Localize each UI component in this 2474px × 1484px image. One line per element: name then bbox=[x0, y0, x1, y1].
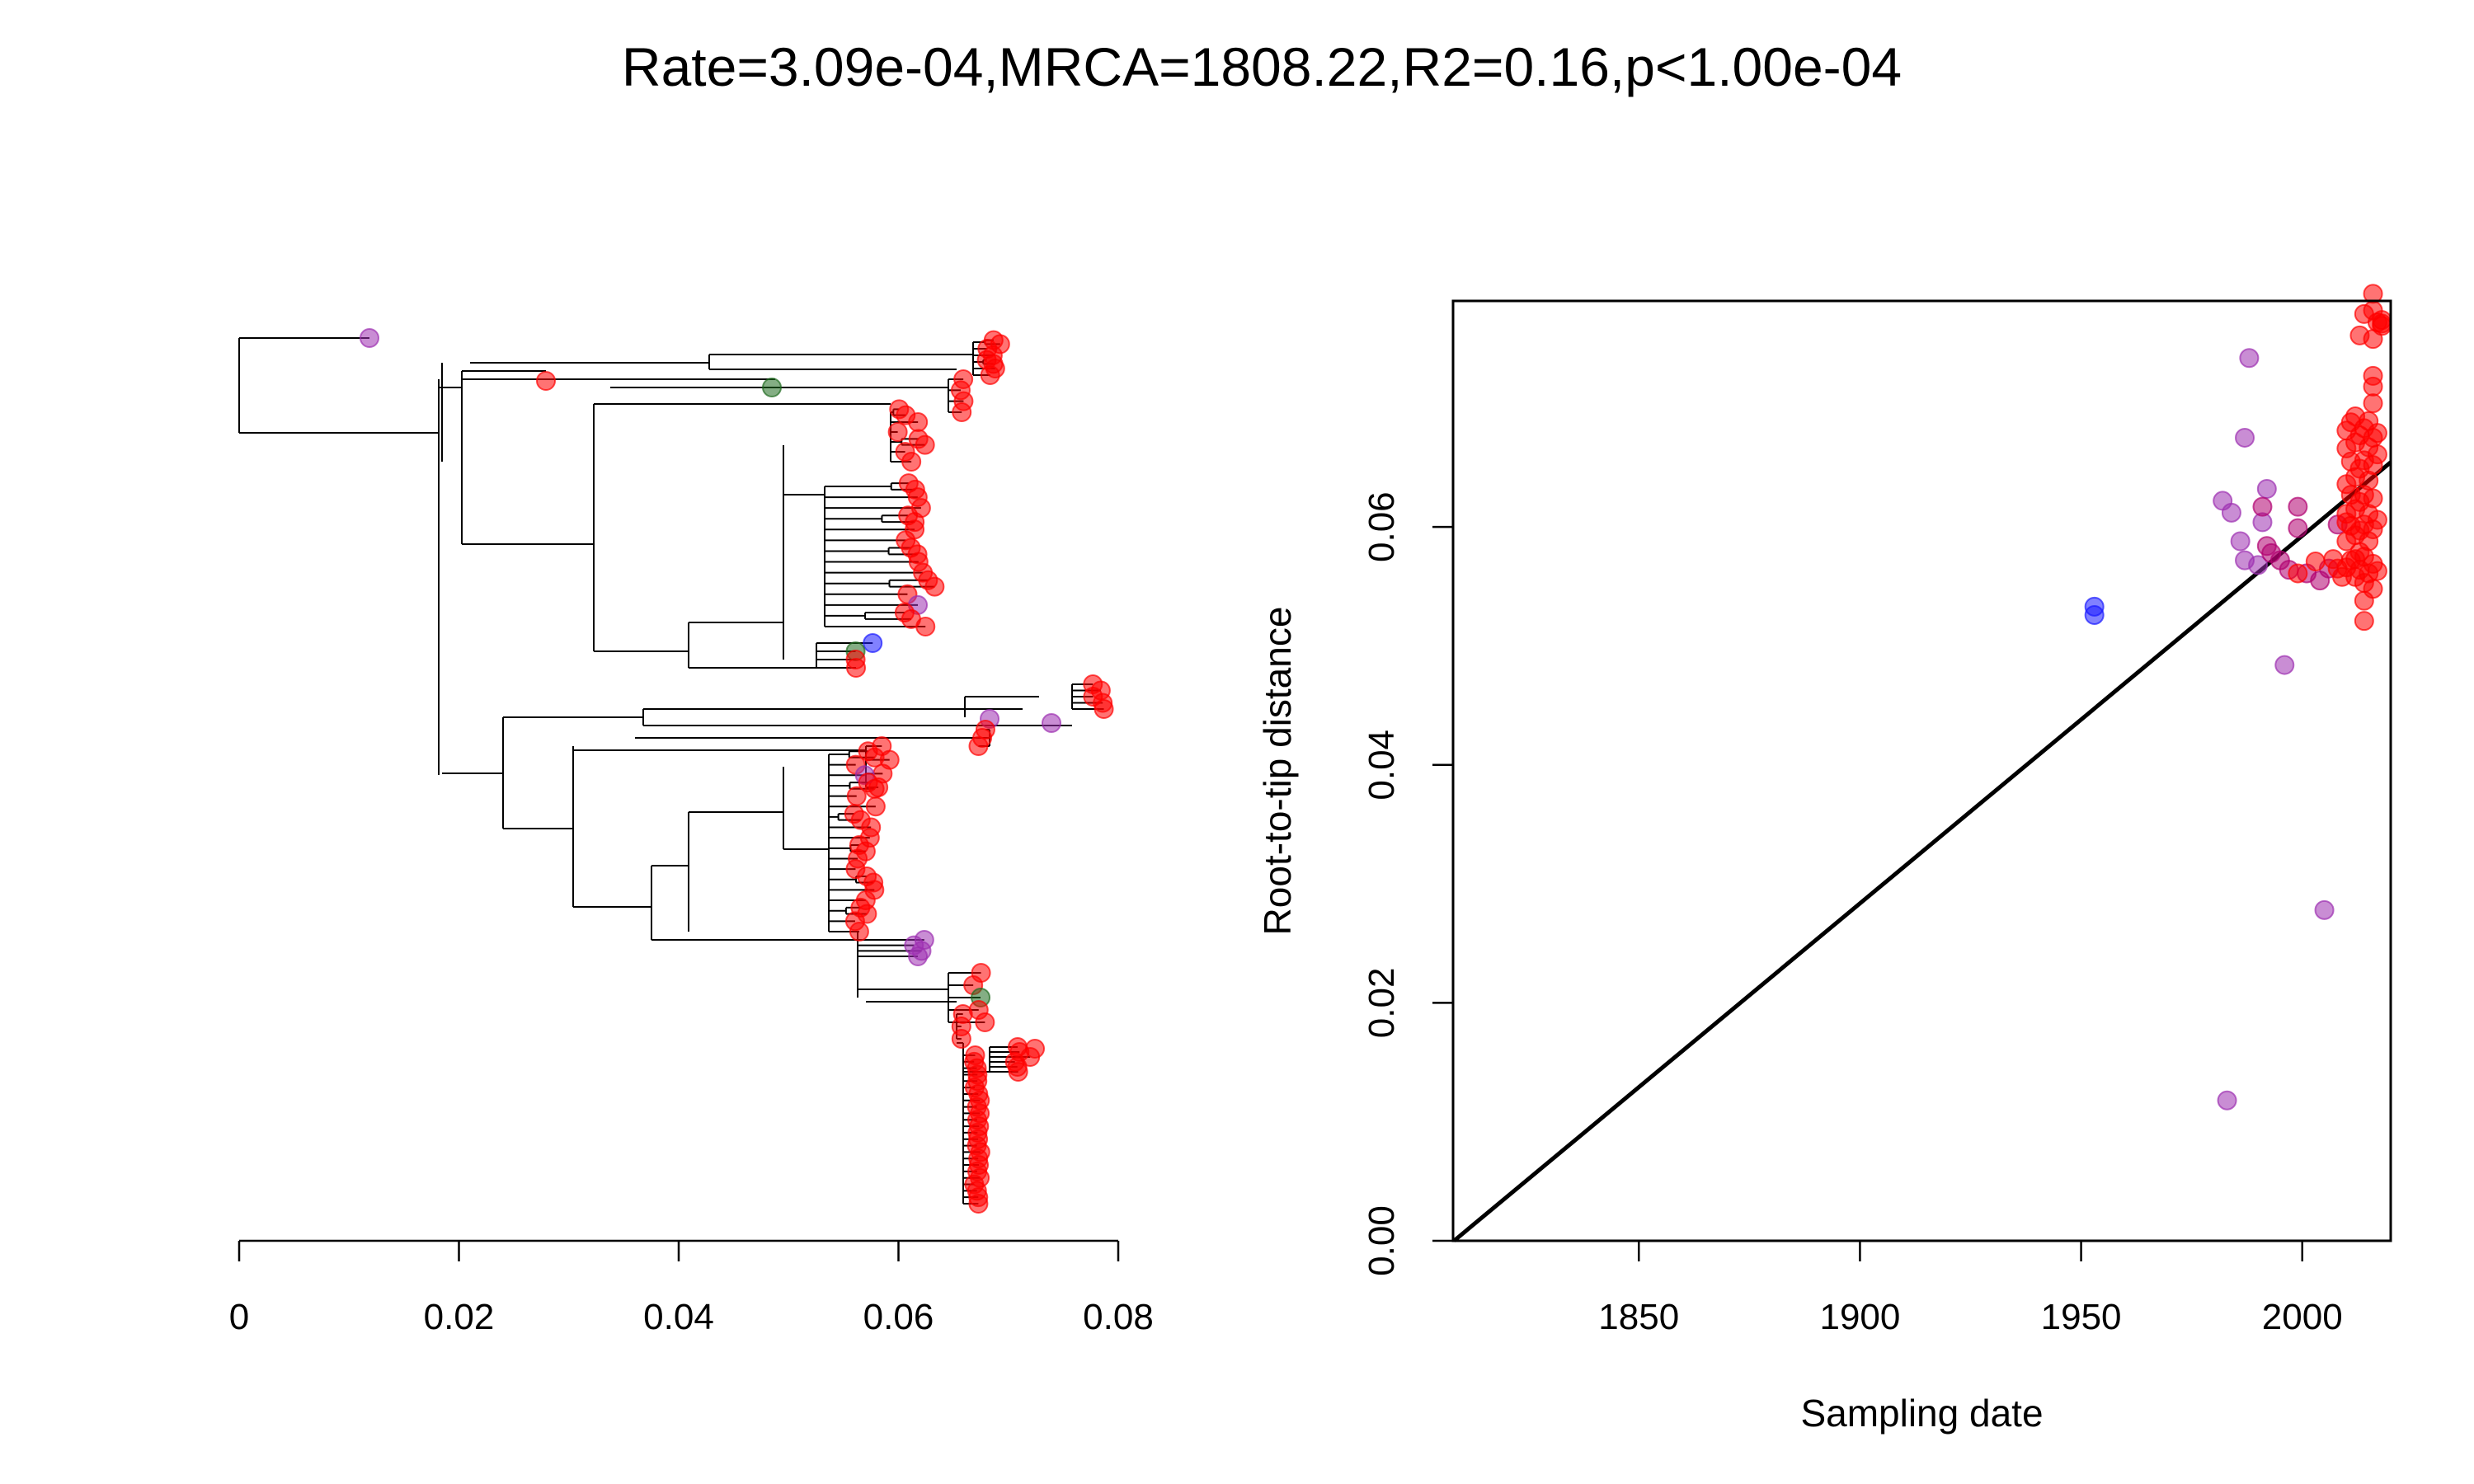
tree-tip-point bbox=[915, 434, 935, 455]
tree-x-tick-label: 0 bbox=[229, 1297, 249, 1337]
y-tick-label: 0.02 bbox=[1362, 968, 1402, 1039]
data-point bbox=[2288, 518, 2308, 538]
y-tick-label: 0.04 bbox=[1362, 730, 1402, 801]
tree-x-tick-label: 0.08 bbox=[1083, 1297, 1154, 1337]
data-point bbox=[2314, 899, 2335, 920]
data-point bbox=[2363, 579, 2383, 599]
data-point bbox=[2367, 561, 2387, 581]
tree-tip-point bbox=[1008, 1062, 1028, 1082]
data-point bbox=[2288, 496, 2308, 517]
data-point bbox=[2305, 552, 2326, 572]
y-axis-label: Root-to-tip distance bbox=[1256, 607, 1299, 936]
data-point bbox=[2252, 496, 2273, 517]
tree-tip-point bbox=[951, 1029, 971, 1049]
data-point bbox=[2354, 611, 2374, 632]
tree-x-tick-label: 0.04 bbox=[643, 1297, 714, 1337]
data-point bbox=[2367, 510, 2387, 530]
tree-tip-point bbox=[864, 778, 885, 799]
tree-tip-point bbox=[849, 922, 869, 942]
data-point bbox=[2372, 313, 2392, 334]
tree-tip-point bbox=[980, 365, 1000, 385]
tree-tip-point bbox=[360, 328, 379, 348]
tree-tip-point bbox=[975, 1012, 995, 1032]
x-tick-label: 1850 bbox=[1598, 1297, 1679, 1337]
tree-tip-point bbox=[846, 786, 867, 806]
tree-tip-point bbox=[952, 402, 972, 422]
tree-tip-point bbox=[846, 658, 867, 678]
regression-line bbox=[1452, 460, 2392, 1242]
data-point bbox=[2230, 531, 2251, 552]
tree-tip-point bbox=[901, 452, 922, 472]
tree-x-tick-label: 0.06 bbox=[863, 1297, 934, 1337]
data-point bbox=[2235, 427, 2255, 448]
series-blue bbox=[2084, 596, 2105, 625]
tree-tip-point bbox=[864, 747, 885, 768]
tree-tip-point bbox=[536, 371, 556, 391]
tree-tip-point bbox=[865, 796, 886, 817]
tree-tip-point bbox=[968, 1194, 989, 1214]
series-red bbox=[2288, 284, 2392, 632]
series-purple bbox=[2213, 348, 2335, 1111]
tree-tips bbox=[360, 328, 1114, 1214]
x-tick-label: 1950 bbox=[2041, 1297, 2122, 1337]
tree-tip-point bbox=[968, 736, 989, 756]
tree-tip-point bbox=[915, 617, 936, 636]
tree-tip-point bbox=[1094, 699, 1114, 719]
data-point bbox=[2363, 393, 2383, 414]
data-point bbox=[2084, 604, 2105, 625]
tree-x-tick-label: 0.02 bbox=[424, 1297, 495, 1337]
tree-tip-point bbox=[908, 946, 929, 966]
y-tick-label: 0.06 bbox=[1362, 491, 1402, 562]
data-point bbox=[2274, 655, 2295, 675]
y-tick-label: 0.00 bbox=[1362, 1205, 1402, 1276]
tree-tip-point bbox=[924, 576, 945, 597]
plot-frame bbox=[1451, 299, 2392, 1242]
data-point bbox=[2363, 488, 2383, 509]
tree-tip-point bbox=[762, 378, 782, 397]
x-tick-label: 1900 bbox=[1819, 1297, 1900, 1337]
data-point bbox=[2239, 348, 2260, 369]
root-to-tip-scatter-panel: 1850 1900 1950 2000 0.00 0.02 0.04 0.06 Sampling… bbox=[1256, 284, 2392, 1435]
tree-tip-point bbox=[863, 633, 883, 653]
data-point bbox=[2221, 502, 2241, 523]
data-point bbox=[2367, 444, 2387, 465]
chart-title: Rate=3.09e-04,MRCA=1808.22,R2=0.16,p<1.0… bbox=[622, 36, 1902, 97]
data-point bbox=[2288, 563, 2308, 584]
tree-x-axis: 0 0.02 0.04 0.06 0.08 bbox=[229, 1239, 1154, 1337]
data-point bbox=[2367, 423, 2387, 444]
data-point bbox=[2256, 479, 2277, 499]
data-point bbox=[2363, 284, 2383, 304]
x-tick-label: 2000 bbox=[2262, 1297, 2343, 1337]
data-point bbox=[2248, 555, 2269, 575]
data-point bbox=[2217, 1090, 2237, 1111]
tree-tip-point bbox=[1042, 713, 1061, 733]
data-point bbox=[2363, 365, 2383, 386]
tree-tip-point bbox=[887, 422, 908, 442]
phylogenetic-tree-panel bbox=[238, 328, 1114, 1214]
tree-tip-point bbox=[1025, 1039, 1045, 1059]
tree-tip-point bbox=[908, 412, 929, 432]
x-axis-label: Sampling date bbox=[1800, 1392, 2043, 1435]
